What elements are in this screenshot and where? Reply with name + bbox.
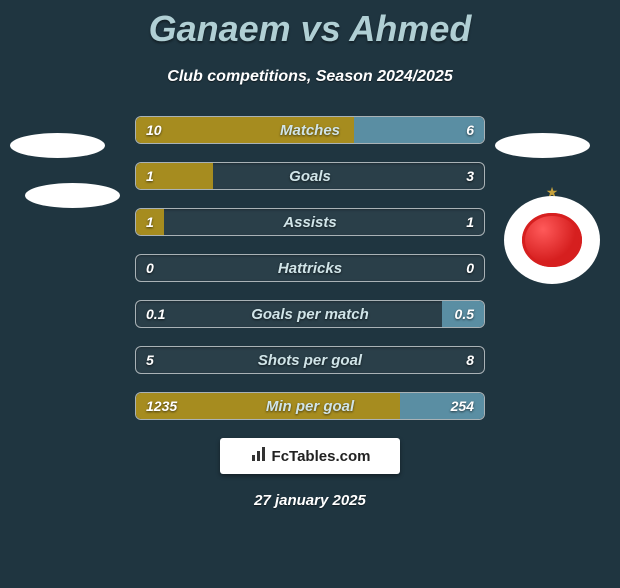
stat-label: Shots per goal: [136, 347, 484, 373]
date-label: 27 january 2025: [0, 492, 620, 509]
left-team-ellipse-1: [10, 133, 105, 158]
badge-ring: [504, 196, 600, 284]
stat-row: 0Hattricks0: [135, 254, 485, 282]
player-right-name: Ahmed: [349, 8, 471, 49]
stat-label: Hattricks: [136, 255, 484, 281]
stat-right-value: 1: [466, 209, 474, 235]
stat-row: 1Goals3: [135, 162, 485, 190]
stat-label: Assists: [136, 209, 484, 235]
stat-right-value: 0.5: [455, 301, 474, 327]
stat-row: 0.1Goals per match0.5: [135, 300, 485, 328]
stat-label: Goals per match: [136, 301, 484, 327]
brand-label: FcTables.com: [272, 448, 371, 465]
right-team-ellipse-1: [495, 133, 590, 158]
brand-box: FcTables.com: [220, 438, 400, 474]
stat-right-value: 0: [466, 255, 474, 281]
stat-right-value: 8: [466, 347, 474, 373]
stat-right-value: 254: [451, 393, 474, 419]
chart-icon: [250, 445, 268, 467]
stat-row: 1Assists1: [135, 208, 485, 236]
right-team-badge: ★: [504, 188, 600, 284]
stat-row: 10Matches6: [135, 116, 485, 144]
stat-label: Matches: [136, 117, 484, 143]
comparison-title: Ganaem vs Ahmed: [0, 8, 620, 50]
player-left-name: Ganaem: [149, 8, 291, 49]
brand-text: FcTables.com: [250, 445, 371, 467]
left-team-ellipse-2: [25, 183, 120, 208]
subtitle: Club competitions, Season 2024/2025: [0, 68, 620, 86]
stats-container: 10Matches61Goals31Assists10Hattricks00.1…: [135, 116, 485, 420]
stat-label: Min per goal: [136, 393, 484, 419]
vs-text: vs: [301, 8, 341, 49]
badge-inner: [522, 213, 582, 268]
stat-right-value: 3: [466, 163, 474, 189]
stat-row: 1235Min per goal254: [135, 392, 485, 420]
stat-row: 5Shots per goal8: [135, 346, 485, 374]
stat-label: Goals: [136, 163, 484, 189]
stat-right-value: 6: [466, 117, 474, 143]
